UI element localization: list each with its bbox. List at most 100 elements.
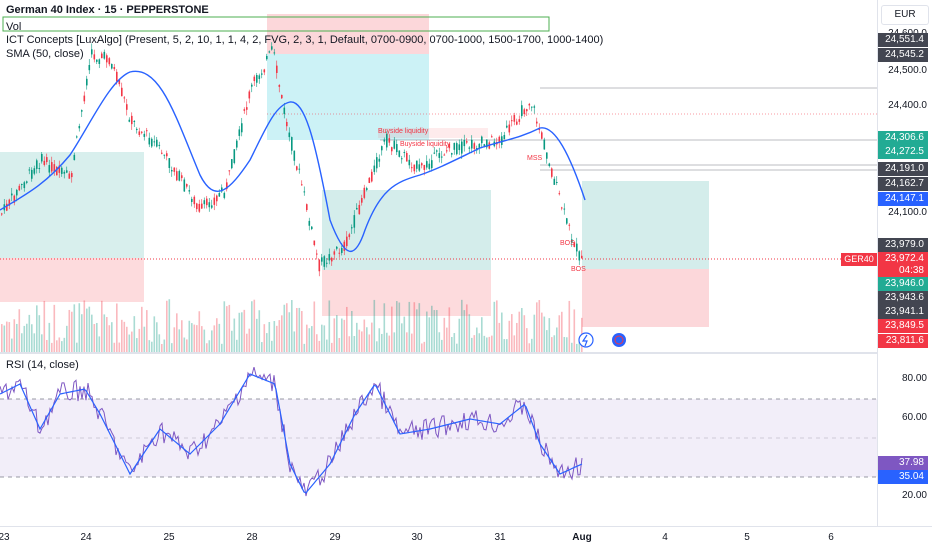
candle-body xyxy=(36,160,38,169)
candle-body xyxy=(513,115,516,122)
volume-bar xyxy=(3,325,6,352)
volume-bar xyxy=(23,325,26,352)
volume-bar xyxy=(218,323,221,352)
volume-bar xyxy=(471,337,473,352)
volume-bar xyxy=(251,301,253,352)
stop-zone xyxy=(582,269,709,327)
candle-body xyxy=(381,146,383,151)
rsi-line xyxy=(0,366,583,497)
volume-bar xyxy=(76,342,78,352)
volume-bar xyxy=(416,309,418,352)
lightning-icon[interactable] xyxy=(578,332,594,348)
candle-body xyxy=(256,75,258,83)
time-axis[interactable]: 23 24 25 28 29 30 31 Aug 4 5 6 xyxy=(0,526,932,551)
candle-body xyxy=(293,150,296,161)
candle-body xyxy=(426,161,428,168)
candle-body xyxy=(398,150,401,157)
candle-body xyxy=(116,71,118,82)
candle-body xyxy=(273,52,276,54)
rsi-indicator-label[interactable]: RSI (14, close) xyxy=(6,359,79,371)
candle-body xyxy=(386,133,388,148)
candle-body xyxy=(251,84,253,87)
time-label: 23 xyxy=(0,532,10,543)
candle-body xyxy=(38,168,41,170)
candle-body xyxy=(581,255,583,259)
candle-body xyxy=(308,220,311,226)
candle-body xyxy=(343,241,346,251)
volume-bar xyxy=(126,326,128,352)
candle-body xyxy=(123,97,126,99)
volume-bar xyxy=(48,322,51,352)
candle-body xyxy=(441,156,443,158)
volume-bar xyxy=(281,315,283,352)
volume-bar xyxy=(428,317,431,352)
pane-divider[interactable] xyxy=(0,352,877,354)
price-pane[interactable]: Buyside liquidity Buyside liquidity MSS … xyxy=(0,0,877,352)
price-tag: 23,849.5 xyxy=(878,319,928,333)
candle-body xyxy=(376,157,378,169)
currency-button[interactable]: EUR xyxy=(881,5,929,25)
candle-body xyxy=(98,59,101,64)
volume-bar xyxy=(151,341,153,352)
candle-body xyxy=(413,164,416,172)
candle-body xyxy=(458,144,461,151)
candle-body xyxy=(261,73,263,75)
candle-body xyxy=(141,131,143,133)
candle-body xyxy=(481,136,483,144)
candle-body xyxy=(68,173,71,179)
candle-body xyxy=(118,79,121,85)
demand-zone-mid xyxy=(322,190,491,270)
candle-body xyxy=(353,215,356,228)
candle-body xyxy=(428,163,431,169)
liquidity-box xyxy=(378,128,488,138)
volume-bar xyxy=(321,324,323,352)
volume-bar xyxy=(438,332,441,352)
candle-body xyxy=(266,55,268,60)
volume-bar xyxy=(243,309,246,352)
candle-body xyxy=(518,119,521,122)
candle-body xyxy=(311,226,313,230)
volume-bar xyxy=(213,325,216,352)
price-tag: 24,191.0 xyxy=(878,162,928,176)
time-label: 29 xyxy=(329,532,341,543)
volume-bar xyxy=(253,299,256,352)
volume-bar xyxy=(38,315,41,352)
candle-body xyxy=(11,193,13,196)
candle-body xyxy=(486,139,488,148)
candle-body xyxy=(206,198,208,206)
volume-bar xyxy=(288,312,291,352)
candle-body xyxy=(201,203,203,209)
volume-bar xyxy=(513,335,516,352)
volume-bar xyxy=(68,309,71,352)
candle-body xyxy=(16,189,18,196)
candle-body xyxy=(483,144,486,146)
candle-body xyxy=(378,158,381,162)
volume-bar xyxy=(331,342,333,352)
candle-body xyxy=(333,251,336,255)
volume-bar xyxy=(18,309,21,352)
volume-bar xyxy=(8,322,11,352)
volume-bar xyxy=(326,339,328,352)
globe-icon[interactable] xyxy=(612,333,626,347)
sma-indicator-label[interactable]: SMA (50, close) xyxy=(6,48,84,60)
rsi-pane[interactable] xyxy=(0,354,877,526)
volume-bar xyxy=(131,331,133,352)
ict-indicator-label[interactable]: ICT Concepts [LuxAlgo] (Present, 5, 2, 1… xyxy=(6,34,604,46)
volume-bar xyxy=(453,333,456,352)
volume-indicator-label[interactable]: Vol xyxy=(6,21,22,33)
volume-bar xyxy=(316,334,318,352)
candle-body xyxy=(318,259,321,272)
volume-bar xyxy=(526,328,528,352)
candle-body xyxy=(83,95,86,102)
volume-bar xyxy=(101,300,103,352)
candle-body xyxy=(223,192,226,198)
price-tag: 23,979.0 xyxy=(878,238,928,252)
volume-bar xyxy=(93,324,96,352)
volume-bar xyxy=(318,340,321,352)
volume-bar xyxy=(366,327,368,352)
time-label: 25 xyxy=(163,532,175,543)
candle-body xyxy=(508,124,511,133)
candle-body xyxy=(286,121,288,127)
volume-bar xyxy=(336,315,338,352)
candle-body xyxy=(171,170,173,172)
